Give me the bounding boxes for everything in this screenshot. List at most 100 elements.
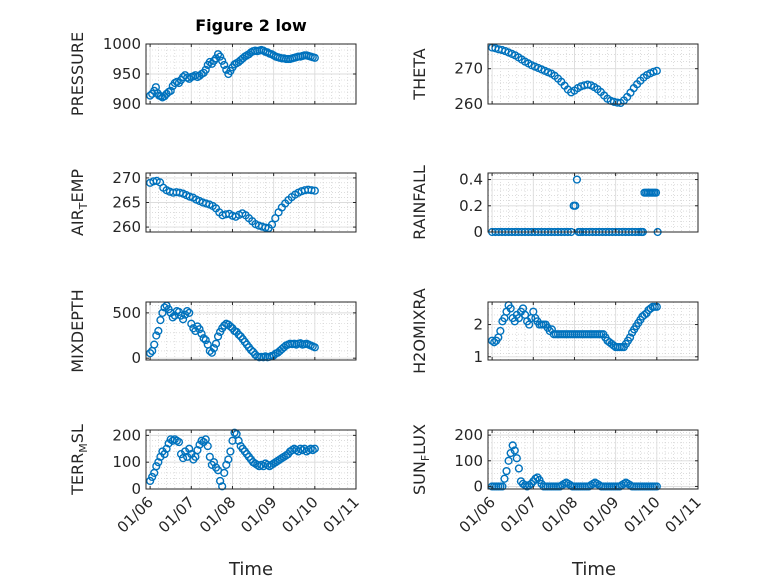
data-point [150, 340, 159, 349]
data-point [571, 201, 580, 210]
y-tick-label: 260 [112, 218, 141, 236]
data-point [154, 458, 163, 467]
y-tick-label: 1000 [103, 35, 141, 53]
data-point [224, 455, 233, 464]
data-point [500, 474, 509, 483]
y-tick-label: 0.4 [459, 171, 483, 189]
y-tick-label: 500 [112, 304, 141, 322]
data-point [490, 338, 499, 347]
data-point [652, 66, 661, 75]
y-tick-label: 2 [473, 316, 483, 334]
y-tick-label: 900 [112, 95, 141, 113]
data-point [625, 333, 635, 342]
y-tick-label: 100 [112, 453, 141, 471]
x-tick-label: 01/09 [237, 493, 280, 536]
axes-frame [487, 43, 699, 105]
x-tick-label: 01/11 [662, 493, 705, 536]
data-point [216, 476, 225, 486]
data-point [213, 50, 223, 59]
x-tick-label: 01/07 [497, 493, 540, 536]
data-point [146, 349, 155, 358]
data-point [209, 458, 219, 467]
data-point [506, 448, 515, 458]
y-tick-label: 0 [131, 480, 141, 498]
y-axis-label: PRESSURE [68, 32, 87, 116]
x-tick-label: 01/10 [620, 493, 663, 536]
y-axis-label: TERRMSL [68, 424, 90, 496]
y-tick-label: 100 [454, 452, 483, 470]
axes-frame [487, 301, 699, 361]
data-point [651, 188, 661, 197]
data-point [640, 310, 649, 319]
subplot-mixdepth: 0 500 MIXDEPTH [68, 289, 357, 373]
data-point [512, 454, 521, 463]
data-point [185, 74, 194, 83]
x-axis-label-right: Time [571, 559, 616, 580]
data-point [185, 308, 194, 317]
data-point [572, 175, 582, 184]
data-point [271, 214, 280, 223]
data-point [226, 447, 235, 456]
x-tick-label: 01/09 [579, 493, 622, 536]
data-point [197, 329, 206, 338]
data-point [498, 482, 507, 491]
y-tick-label: 1 [473, 348, 483, 366]
data-point [310, 53, 319, 62]
subplot-terr-msl: 0 100 200 TERRMSL 01/0601/0701/0801/0901/100… [68, 424, 363, 536]
y-axis-label: SUNFLUX [410, 424, 432, 495]
data-point [514, 464, 523, 473]
y-tick-label: 200 [112, 426, 141, 444]
data-point [160, 303, 169, 312]
data-point [213, 332, 223, 341]
data-point [307, 186, 316, 195]
data-point [183, 306, 192, 316]
data-point [222, 460, 231, 469]
x-tick-label: 01/10 [278, 493, 321, 536]
y-tick-label: 0.2 [459, 197, 483, 215]
data-point [205, 452, 214, 461]
data-point [160, 450, 169, 459]
data-point [504, 456, 513, 465]
data-point [218, 482, 227, 491]
y-axis-label: THETA [410, 48, 429, 100]
data-point [146, 91, 155, 100]
y-tick-label: 950 [112, 65, 141, 83]
plot-area [488, 44, 698, 104]
data-point [154, 326, 163, 336]
data-point [508, 441, 517, 450]
data-point [199, 334, 208, 343]
x-axis-label-left: Time [228, 559, 273, 580]
y-tick-label: 0 [473, 477, 483, 495]
data-point [156, 316, 165, 325]
data-point [310, 343, 319, 352]
x-tick-label: 01/06 [456, 493, 499, 536]
data-point [218, 56, 227, 65]
data-point [162, 444, 171, 453]
y-tick-label: 0 [473, 223, 483, 241]
y-axis-label: AIRTEMP [68, 169, 90, 236]
data-point [211, 339, 221, 348]
data-point [496, 326, 505, 336]
y-axis-label: RAINFALL [410, 165, 429, 240]
data-point [193, 446, 202, 455]
data-point [203, 441, 212, 451]
data-point [195, 325, 204, 334]
data-point [178, 315, 188, 324]
data-point [220, 468, 229, 478]
data-point [201, 65, 210, 74]
x-tick-label: 01/08 [538, 493, 581, 536]
x-tick-label: 01/08 [196, 493, 239, 536]
y-tick-label: 265 [112, 194, 141, 212]
figure-title: Figure 2 low [195, 16, 307, 35]
data-point [261, 223, 270, 232]
axes-frame [145, 301, 357, 361]
x-tick-label: 01/07 [155, 493, 198, 536]
subplot-pressure: 900 950 1000 PRESSURE [68, 32, 357, 116]
data-point [226, 322, 235, 331]
data-point [185, 444, 194, 453]
data-point [246, 345, 256, 355]
x-tick-label: 01/06 [114, 493, 157, 536]
data-point [166, 86, 175, 95]
